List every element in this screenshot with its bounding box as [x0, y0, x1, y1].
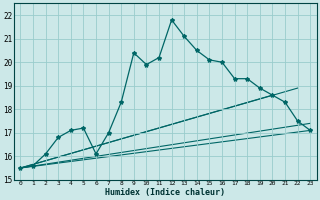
X-axis label: Humidex (Indice chaleur): Humidex (Indice chaleur)	[105, 188, 225, 197]
